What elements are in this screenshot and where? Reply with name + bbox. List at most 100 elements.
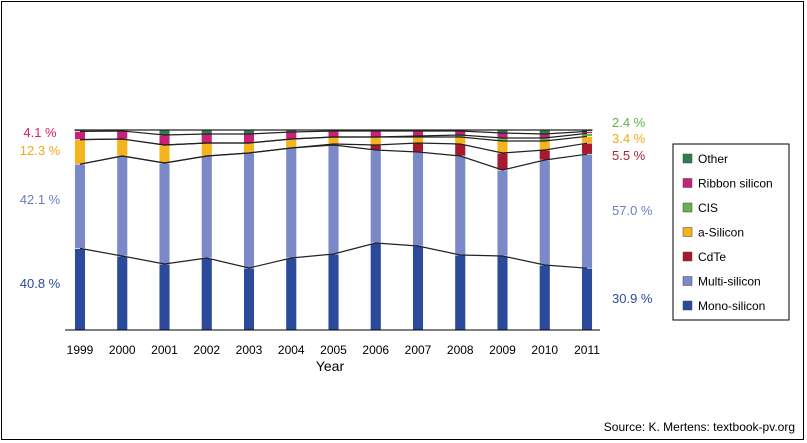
boundary-line-cis	[79, 132, 588, 146]
x-tick-labels: 1999 2000 2001 2002 2003 2004 2005 2006 2007 2008…	[67, 343, 601, 357]
boundary-line-cdte	[79, 142, 588, 165]
bar-segment-a-silicon-2004	[285, 138, 298, 149]
bar-segment-mono-silicon-2003	[243, 267, 255, 331]
bar-segment-cdte-2007	[412, 142, 424, 153]
right-annotation-cis: 2.4 %	[612, 115, 646, 130]
bar-segment-mono-silicon-2006	[369, 242, 382, 331]
x-tick-label-2008: 2008	[447, 343, 474, 357]
bar-segment-a-silicon-1999	[74, 139, 86, 165]
bar-segment-ribbon-silicon-2000	[116, 130, 129, 140]
bar-segment-ribbon-silicon-1999	[74, 131, 86, 140]
bar-segment-multi-silicon-2000	[116, 155, 129, 257]
legend-label-mono-silicon: Mono-silicon	[698, 299, 765, 313]
bar-segment-mono-silicon-2000	[116, 255, 129, 331]
bar-segment-mono-silicon-2005	[327, 253, 340, 331]
bar-segment-mono-silicon-2008	[454, 254, 467, 331]
bar-segment-a-silicon-2002	[200, 142, 213, 157]
bar-segment-mono-silicon-2004	[285, 257, 298, 331]
boundary-line-mono-silicon	[79, 242, 588, 269]
bar-segment-ribbon-silicon-2005	[327, 130, 340, 138]
legend-swatch-cdte	[682, 251, 693, 262]
bar-segment-a-silicon-2000	[116, 138, 129, 157]
bar-segment-ribbon-silicon-2007	[412, 130, 424, 137]
bar-segment-a-silicon-2010	[538, 140, 551, 151]
x-tick-label-2010: 2010	[531, 343, 558, 357]
x-tick-label-2006: 2006	[362, 343, 389, 357]
bar-segment-a-silicon-2006	[369, 136, 382, 146]
bar-segment-cdte-2010	[538, 149, 551, 161]
bar-segment-a-silicon-2007	[412, 136, 424, 144]
right-annotation-a-silicon: 3.4 %	[612, 131, 646, 146]
left-annotation-ribbon-silicon: 4.1 %	[23, 125, 57, 140]
x-tick-label-2011: 2011	[574, 343, 600, 357]
bar-segment-ribbon-silicon-2002	[200, 133, 213, 144]
legend: Other Ribbon silicon CIS a-Silicon CdTe Multi…	[672, 143, 790, 321]
x-tick-label-2000: 2000	[109, 343, 136, 357]
bar-segment-a-silicon-2008	[454, 136, 467, 145]
x-tick-label-2007: 2007	[405, 343, 432, 357]
left-annotation-mono-silicon: 40.8 %	[20, 276, 61, 291]
x-tick-label-2002: 2002	[193, 343, 220, 357]
bar-segment-mono-silicon-2001	[158, 263, 171, 331]
bar-segment-multi-silicon-2011	[581, 153, 593, 269]
source-credit: Source: K. Mertens: textbook-pv.org	[604, 420, 795, 434]
legend-swatch-cis	[682, 202, 693, 213]
legend-swatch-mono-silicon	[682, 300, 693, 311]
bar-segment-a-silicon-2003	[243, 142, 255, 154]
bar-segment-mono-silicon-2010	[538, 264, 551, 331]
legend-box	[672, 143, 790, 321]
x-tick-label-2003: 2003	[236, 343, 263, 357]
bar-segment-a-silicon-2001	[158, 144, 171, 164]
bar-segment-cdte-2009	[496, 152, 509, 171]
bar-segment-multi-silicon-2001	[158, 162, 171, 265]
bar-segment-a-silicon-2009	[496, 140, 509, 154]
bar-segment-ribbon-silicon-2001	[158, 134, 171, 146]
legend-swatch-multi-silicon	[682, 276, 693, 286]
bar-segment-mono-silicon-2002	[200, 257, 213, 331]
legend-swatch-other	[682, 153, 693, 164]
right-annotation-cdte: 5.5 %	[612, 148, 646, 163]
legend-label-a-silicon: a-Silicon	[698, 226, 744, 240]
bar-segment-a-silicon-2005	[327, 136, 340, 145]
bar-segment-multi-silicon-2006	[369, 149, 382, 244]
legend-swatch-a-silicon	[682, 227, 693, 237]
bar-segment-multi-silicon-2007	[412, 151, 424, 247]
bar-segment-ribbon-silicon-2003	[243, 133, 255, 144]
bar-segment-multi-silicon-2010	[538, 159, 551, 266]
bar-segment-multi-silicon-2003	[243, 152, 255, 269]
x-tick-label-2005: 2005	[320, 343, 347, 357]
bar-segment-mono-silicon-1999	[74, 248, 86, 331]
x-axis-title: Year	[316, 358, 345, 374]
x-tick-label-1999: 1999	[67, 343, 94, 357]
bar-segment-cdte-2008	[454, 143, 467, 157]
legend-swatch-ribbon-silicon	[682, 178, 693, 188]
bar-segment-ribbon-silicon-2004	[285, 131, 298, 140]
left-annotation-multi-silicon: 42.1 %	[20, 192, 61, 207]
x-tick-label-2001: 2001	[151, 343, 178, 357]
bars-layer	[74, 129, 593, 331]
x-tick-label-2004: 2004	[278, 343, 305, 357]
legend-label-cis: CIS	[698, 201, 718, 215]
legend-label-other: Other	[698, 152, 728, 166]
legend-label-ribbon-silicon: Ribbon silicon	[698, 177, 773, 191]
bar-segment-multi-silicon-2009	[496, 169, 509, 257]
bar-segment-mono-silicon-2007	[412, 245, 424, 331]
bar-segment-mono-silicon-2011	[581, 267, 593, 331]
bar-segment-multi-silicon-1999	[74, 163, 86, 249]
value-annotations: 4.1 % 12.3 % 42.1 % 40.8 % 2.4 %3.4 % 5.5 % 57…	[20, 115, 653, 306]
right-annotation-multi-silicon: 57.0 %	[612, 203, 653, 218]
bar-segment-multi-silicon-2004	[285, 147, 298, 259]
connector-lines-layer	[74, 129, 593, 269]
boundary-line-ribbon-silicon	[79, 130, 588, 136]
legend-label-multi-silicon: Multi-silicon	[698, 275, 761, 289]
bar-segment-multi-silicon-2008	[454, 155, 467, 256]
left-annotation-a-silicon: 12.3 %	[20, 143, 61, 158]
bar-segment-multi-silicon-2005	[327, 144, 340, 255]
bar-segment-multi-silicon-2002	[200, 155, 213, 259]
bar-segment-ribbon-silicon-2006	[369, 130, 382, 138]
bar-segment-mono-silicon-2009	[496, 255, 509, 331]
x-tick-label-2009: 2009	[489, 343, 516, 357]
legend-label-cdte: CdTe	[698, 250, 726, 264]
